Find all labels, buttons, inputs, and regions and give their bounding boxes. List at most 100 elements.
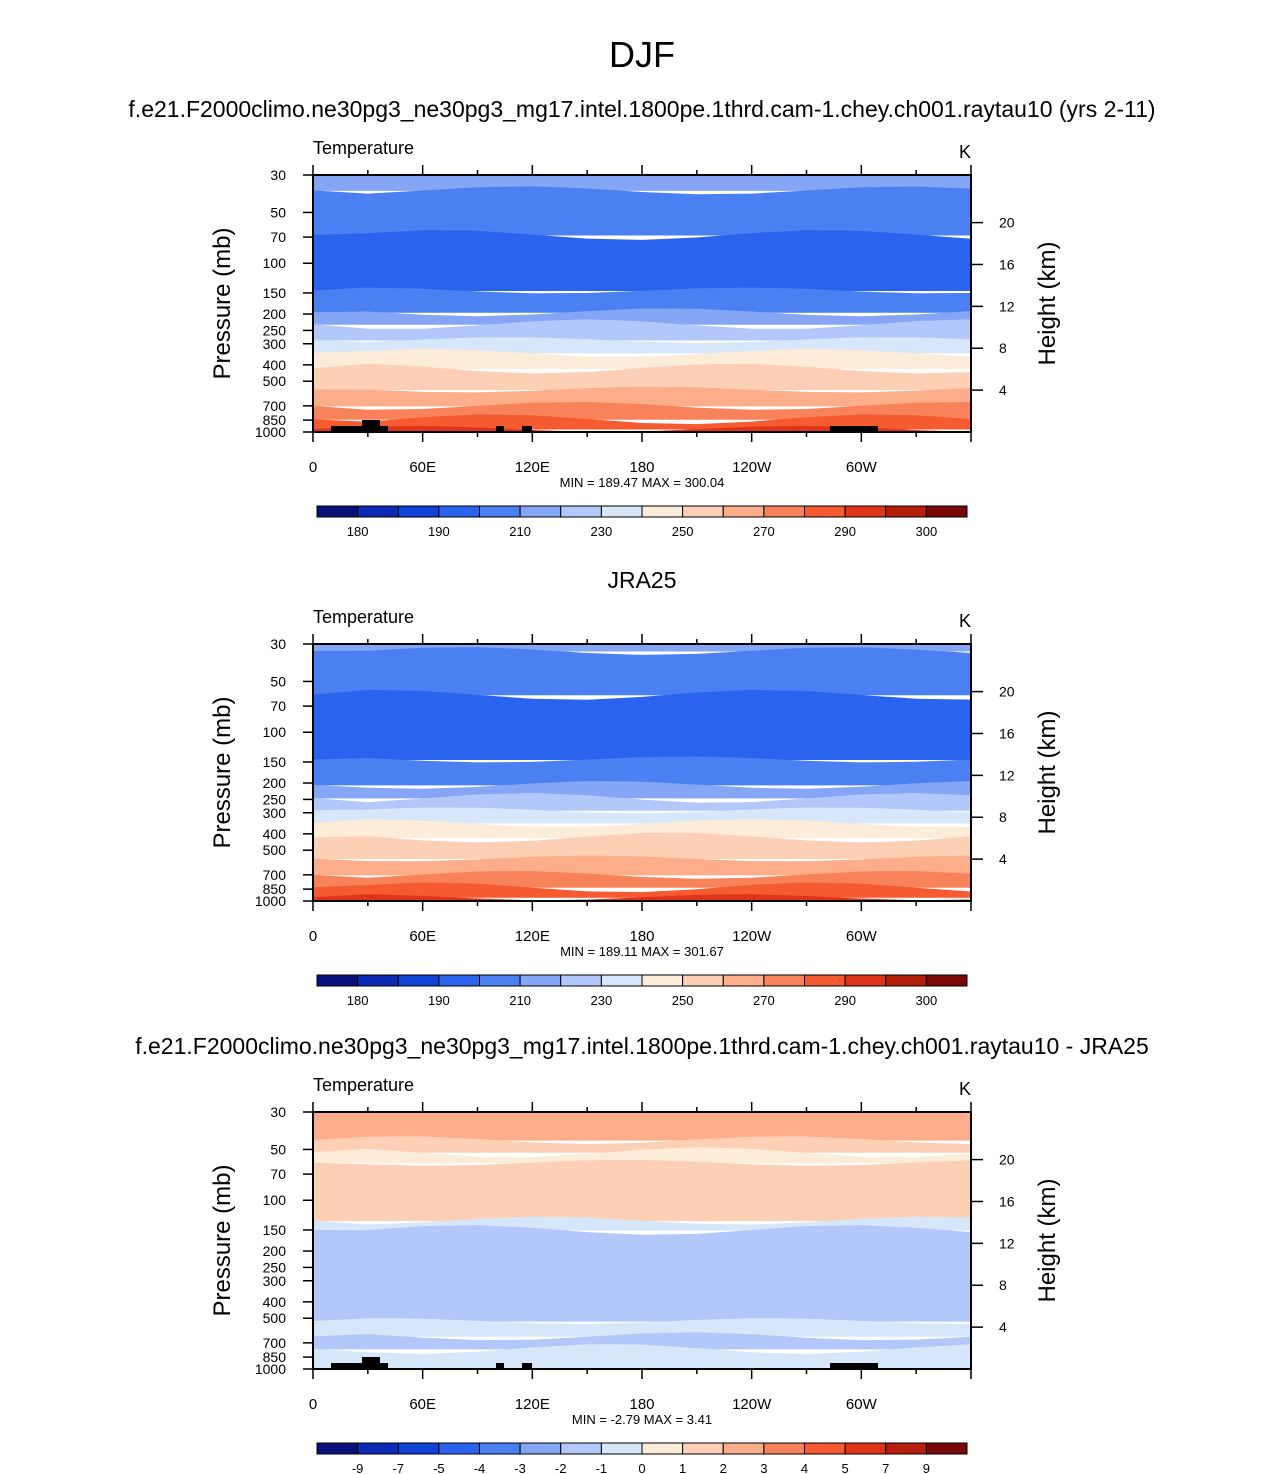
colorbar-swatch [600,974,643,987]
y-tick-label: 700 [263,867,287,883]
colorbar-swatch [885,505,927,518]
colorbar-label: 210 [509,524,531,539]
contour-bands [313,644,971,902]
y-tick-label: 200 [263,775,287,791]
contour-band [313,1147,971,1164]
y-tick-right-label: 16 [999,1193,1015,1209]
min-max-label: MIN = 189.11 MAX = 301.67 [560,944,724,959]
colorbar: 180 190 210 230 250 270 290 300 [316,974,968,1008]
y-tick-label: 50 [270,1141,286,1157]
colorbar-label: 7 [882,1461,889,1474]
y-tick-label: 250 [263,1259,287,1275]
contour-band [313,1225,971,1322]
contour-band [313,1332,971,1350]
contour-band [313,186,971,236]
colorbar-swatch [641,1442,684,1455]
y-tick-label: 850 [263,412,287,428]
y-axis-right: 20 16 12 8 4 [971,215,1015,398]
y-tick-label: 1000 [255,893,286,909]
x-axis: 0 60E 120E 180 120W 60W [309,634,972,945]
figure-title: DJF [609,34,675,75]
colorbar-swatch [844,974,887,987]
contour-band [313,689,971,760]
topography-block [522,426,532,432]
colorbar-swatch [844,1442,887,1455]
panel-3-title: f.e21.F2000climo.ne30pg3_ne30pg3_mg17.in… [135,1033,1149,1059]
y-tick-label: 200 [263,1243,287,1259]
colorbar-swatch [885,974,927,987]
colorbar-label: -7 [392,1461,404,1474]
contour-band [313,1112,971,1141]
y-axis-title: Pressure (mb) [209,227,236,379]
y-tick-label: 150 [263,285,287,301]
colorbar-swatch [560,505,602,518]
colorbar-swatch [722,974,765,987]
colorbar-label: 5 [842,1461,849,1474]
colorbar-label: -9 [352,1461,364,1474]
y-tick-label: 250 [263,322,287,338]
colorbar-label: 180 [347,993,369,1008]
colorbar-swatch [641,505,684,518]
topography-block [331,1363,373,1369]
colorbar-label: 2 [720,1461,727,1474]
x-tick-label: 180 [629,459,654,476]
y-tick-label: 70 [270,698,286,714]
colorbar-swatch [479,974,521,987]
x-tick-label: 180 [629,1396,654,1413]
contour-band [313,175,971,191]
contour-band [313,756,971,786]
y-tick-right-label: 16 [999,256,1015,272]
contour-band [313,894,971,902]
contour-band [313,386,971,407]
y-tick-label: 100 [263,724,287,740]
contour-band [313,792,971,811]
colorbar-label: 270 [753,524,775,539]
colorbar-label: 180 [347,524,369,539]
y-tick-label: 30 [270,1104,286,1120]
x-tick-label: 120E [515,928,550,945]
min-max-label: MIN = 189.47 MAX = 300.04 [560,475,725,490]
y-tick-right-label: 20 [999,215,1015,231]
variable-label: Temperature [313,1075,414,1095]
contour-band [313,781,971,799]
y-tick-right-label: 4 [999,1319,1007,1335]
colorbar-swatch [438,974,480,987]
panel-2-title: JRA25 [607,567,677,593]
y-tick-label: 100 [263,255,287,271]
x-tick-label: 60E [409,1396,436,1413]
contour-band [313,426,971,433]
y-axis-title: Pressure (mb) [209,1164,236,1316]
y-tick-label: 30 [270,636,286,652]
y-tick-right-label: 12 [999,1235,1015,1251]
variable-label: Temperature [313,138,414,158]
y-tick-label: 70 [270,229,286,245]
topography-block [830,426,878,432]
colorbar-swatch [316,505,359,518]
colorbar: -9 -7 -5 -4 -3 -2 -1 0 1 2 3 4 5 7 9 [316,1442,968,1474]
y-tick-label: 850 [263,1349,287,1365]
colorbar-swatch [682,505,724,518]
colorbar-swatch [357,974,399,987]
topography-block [522,1363,532,1369]
y-tick-label: 400 [263,357,287,373]
colorbar-swatch [560,1442,602,1455]
colorbar-label: 290 [834,524,856,539]
colorbar-swatch [804,1442,846,1455]
colorbar-swatch [316,1442,359,1455]
x-axis: 0 60E 120E 180 120W 60W [309,165,972,476]
colorbar-label: 250 [672,524,694,539]
colorbar-label: 290 [834,993,856,1008]
colorbar-label: 190 [428,993,450,1008]
colorbar-swatch [479,505,521,518]
colorbar-swatch [519,1442,562,1455]
colorbar-swatch [804,505,846,518]
x-tick-label: 120E [515,459,550,476]
colorbar-swatch [763,974,805,987]
contour-band [313,819,971,838]
y-axis-right-title: Height (km) [1034,1178,1061,1302]
variable-label: Temperature [313,607,414,627]
contour-bands [313,175,971,433]
x-tick-label: 60E [409,928,436,945]
